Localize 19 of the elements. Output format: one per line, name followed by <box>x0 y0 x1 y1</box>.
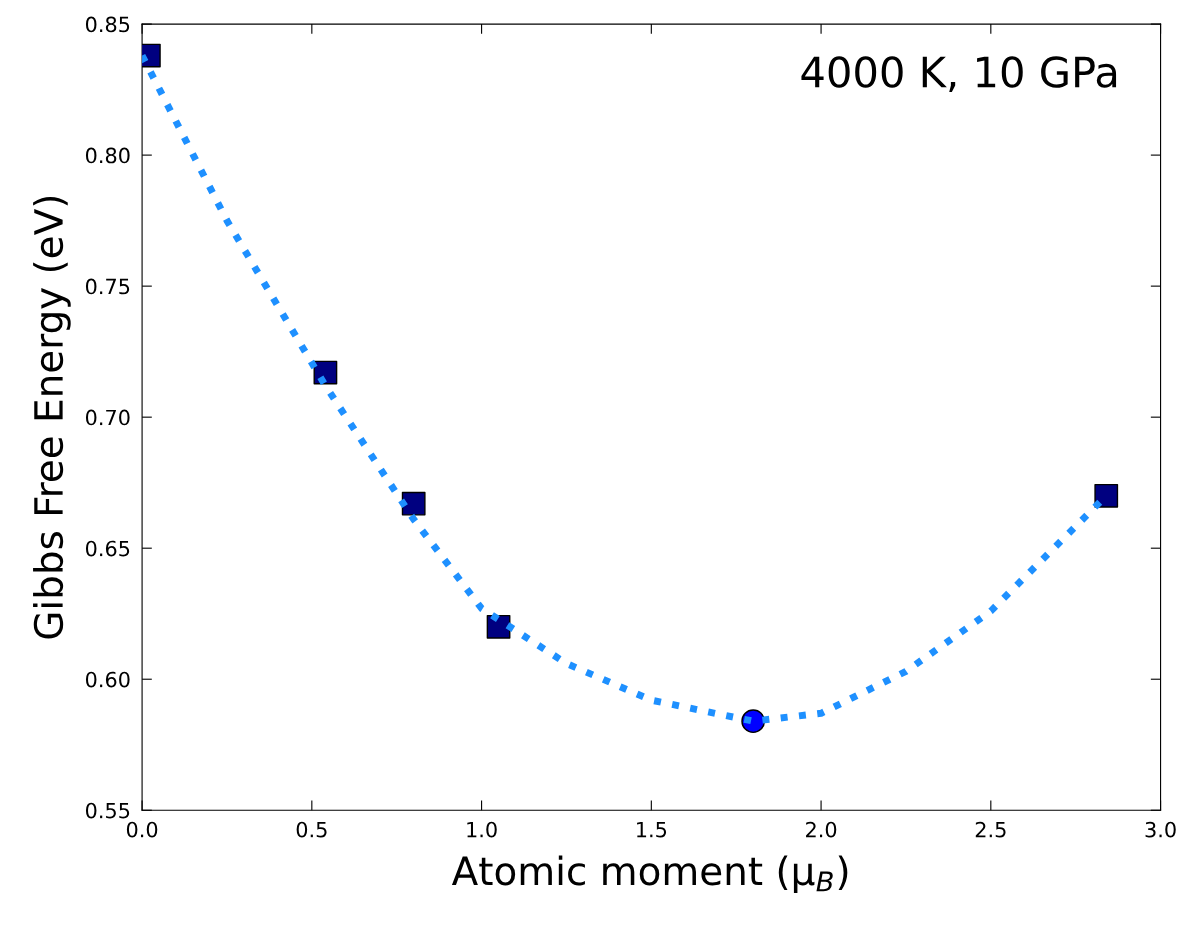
y-tick-label: 0.75 <box>85 278 130 295</box>
x-tick-label: 2.0 <box>806 821 837 838</box>
y-tick-label: 0.85 <box>85 16 130 33</box>
annotation: 4000 K, 10 GPa <box>801 56 1117 93</box>
point <box>1094 483 1119 508</box>
x-tick-label: 1.5 <box>637 822 667 838</box>
y-tick-label: 0.70 <box>85 409 130 426</box>
x-tick-label: 1.0 <box>467 821 497 838</box>
x-axis-title: Atomic moment (μ$_{B}$) <box>451 855 848 894</box>
y-tick-label: 0.80 <box>85 147 130 164</box>
x-tick-label: 0.0 <box>126 821 158 838</box>
x-tick-label: 2.5 <box>975 821 1006 838</box>
x-tick-label: 3.0 <box>1145 821 1176 838</box>
y-tick-label: 0.65 <box>85 540 130 557</box>
y-axis-title: Gibbs Free Energy (eV) <box>33 196 71 639</box>
point <box>401 491 426 516</box>
x-tick-label: 0.5 <box>296 821 327 838</box>
y-tick-label: 0.60 <box>85 671 130 688</box>
y-tick-label: 0.55 <box>85 802 130 819</box>
